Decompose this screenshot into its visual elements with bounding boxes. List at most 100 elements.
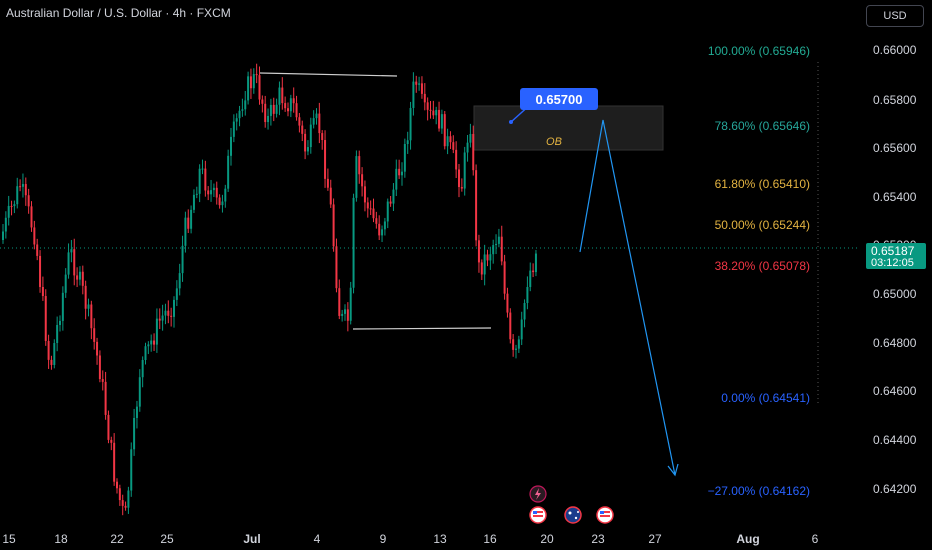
projection-path[interactable]: [579, 119, 676, 476]
candle-body: [81, 271, 84, 286]
candle-body: [56, 324, 59, 344]
candle-body: [329, 187, 332, 205]
candle-body: [210, 190, 213, 195]
fib-level-38-2: 38.20% (0.65078): [715, 259, 810, 273]
candle-body: [167, 310, 170, 316]
candle-body: [118, 488, 121, 501]
time-tick: 16: [483, 532, 497, 546]
candle-body: [195, 193, 198, 195]
symbol-title[interactable]: Australian Dollar / U.S. Dollar · 4h · F…: [6, 6, 231, 20]
callout-anchor: [509, 120, 513, 124]
au-flag-icon[interactable]: [564, 506, 582, 524]
order-block-zone: [473, 105, 664, 151]
candle-body: [24, 184, 27, 196]
candle-body: [463, 152, 466, 189]
candle-body: [332, 204, 335, 247]
candle-body: [7, 205, 10, 218]
candle-body: [355, 156, 358, 198]
candle-body: [19, 186, 22, 188]
candle-body: [389, 201, 392, 204]
candle-body: [178, 273, 181, 289]
candle-body: [272, 104, 275, 114]
time-tick: 15: [2, 532, 16, 546]
candle-body: [492, 245, 495, 255]
candle-body: [526, 287, 529, 303]
candle-body: [192, 194, 195, 210]
time-tick: 27: [648, 532, 662, 546]
candle-body: [27, 195, 30, 207]
candle-body: [235, 118, 238, 122]
candle-body: [409, 107, 412, 141]
candle-body: [358, 156, 361, 175]
candle-body: [150, 340, 153, 345]
current-price-badge: [866, 243, 926, 269]
us-flag-icon[interactable]: [529, 506, 547, 524]
candle-body: [401, 171, 403, 176]
candle-body: [500, 236, 503, 262]
candle-body: [59, 320, 61, 325]
swing-low-line[interactable]: [352, 327, 492, 330]
candle-body: [515, 348, 517, 350]
currency-button[interactable]: USD: [866, 5, 924, 27]
candle-body: [70, 249, 73, 253]
candle-body: [520, 319, 523, 340]
price-tick: 0.65600: [873, 141, 917, 155]
fib-level-minus-27: −27.00% (0.64162): [708, 484, 810, 498]
candle-body: [386, 201, 389, 222]
candle-body: [517, 339, 520, 349]
projection-arrowhead: [667, 463, 679, 477]
candle-body: [98, 355, 101, 380]
candle-body: [344, 309, 346, 314]
candle-body: [87, 304, 90, 309]
swing-high-line[interactable]: [259, 72, 398, 77]
current-price-countdown: 03:12:05: [871, 257, 914, 269]
time-tick: 20: [540, 532, 554, 546]
event-markers[interactable]: [529, 485, 614, 524]
us-flag-icon[interactable]: [596, 506, 614, 524]
candle-body: [438, 109, 441, 129]
candlestick-series: [2, 63, 537, 516]
candle-body: [335, 246, 338, 289]
candle-body: [13, 204, 16, 207]
candle-body: [190, 209, 193, 229]
candle-body: [349, 287, 352, 321]
candle-body: [61, 292, 64, 321]
candle-body: [138, 377, 141, 407]
candle-body: [309, 124, 312, 148]
time-tick: 22: [110, 532, 124, 546]
fib-level-50: 50.00% (0.65244): [715, 218, 810, 232]
time-axis[interactable]: 15 18 22 25 Jul 4 9 13 16 20 23 27 Aug 6: [2, 532, 818, 546]
candle-body: [469, 133, 472, 143]
time-tick: 13: [433, 532, 447, 546]
candle-body: [93, 328, 96, 342]
candle-body: [415, 81, 418, 85]
candle-body: [104, 381, 107, 415]
candle-body: [261, 99, 264, 104]
time-tick: Jul: [243, 532, 260, 546]
candle-body: [506, 293, 509, 313]
order-block-label: OB: [546, 136, 562, 148]
candle-body: [483, 254, 486, 275]
candle-body: [198, 168, 201, 194]
candle-body: [392, 189, 395, 204]
candle-body: [53, 343, 56, 365]
candle-body: [50, 359, 53, 365]
candle-body: [378, 223, 381, 236]
candle-body: [173, 299, 175, 317]
callout-box[interactable]: [520, 88, 598, 110]
candle-body: [361, 174, 364, 187]
candle-body: [4, 217, 7, 232]
candle-body: [67, 252, 70, 275]
candle-body: [212, 187, 215, 191]
candle-body: [466, 142, 469, 153]
candle-body: [144, 346, 147, 361]
candle-body: [175, 288, 178, 300]
price-tick: 0.66000: [873, 43, 917, 57]
price-tick: 0.65000: [873, 287, 917, 301]
candle-body: [275, 104, 278, 114]
lightning-icon[interactable]: [529, 485, 547, 503]
candle-body: [47, 340, 50, 360]
candle-body: [187, 217, 190, 229]
price-axis[interactable]: 0.66000 0.65800 0.65600 0.65400 0.65200 …: [873, 43, 917, 496]
